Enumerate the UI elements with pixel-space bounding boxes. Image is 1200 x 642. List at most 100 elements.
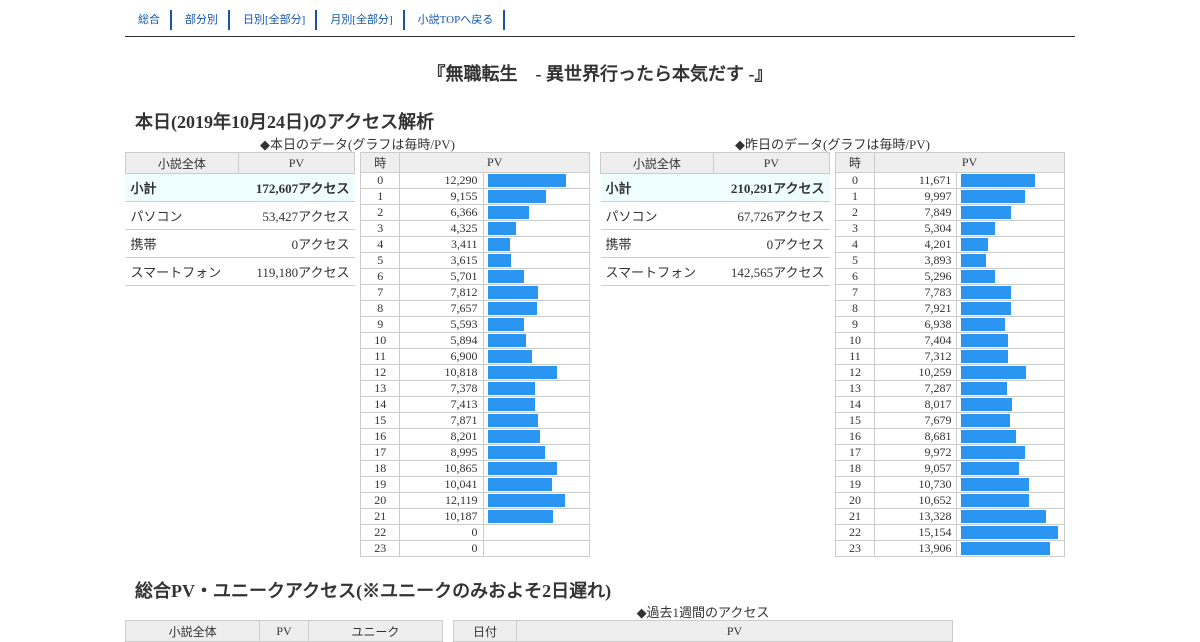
summary-value: 0アクセス bbox=[713, 229, 830, 258]
pv-cell: 10,259 bbox=[874, 364, 958, 381]
nav-link-overall[interactable]: 総合 bbox=[125, 10, 172, 30]
summary-header-novel: 小説全体 bbox=[125, 152, 239, 174]
yesterday-caption: ◆昨日のデータ(グラフは毎時/PV) bbox=[735, 137, 930, 152]
pv-cell: 5,894 bbox=[399, 332, 484, 349]
pv-cell: 13,906 bbox=[874, 540, 958, 557]
pv-bar bbox=[487, 254, 511, 267]
nav-link-daily[interactable]: 日別[全部分] bbox=[230, 10, 318, 30]
pv-cell: 9,155 bbox=[399, 188, 484, 205]
pv-bar-cell bbox=[482, 444, 591, 461]
hour-cell: 13 bbox=[359, 380, 401, 397]
table-row: 9 5,593 bbox=[359, 316, 591, 333]
pv-cell: 5,593 bbox=[399, 316, 484, 333]
nav-link-monthly[interactable]: 月別[全部分] bbox=[317, 10, 405, 30]
pv-bar bbox=[961, 222, 996, 235]
pv-bar bbox=[961, 366, 1027, 379]
pv-cell: 7,287 bbox=[874, 380, 958, 397]
pv-bar-cell bbox=[956, 316, 1065, 333]
pv-bar bbox=[487, 334, 526, 347]
pv-cell: 12,119 bbox=[399, 492, 484, 509]
total-header-novel: 小説全体 bbox=[124, 620, 261, 642]
pv-cell: 8,201 bbox=[399, 428, 484, 445]
table-row: 20 10,652 bbox=[834, 492, 1065, 509]
pv-cell: 6,938 bbox=[874, 316, 958, 333]
pv-bar bbox=[487, 302, 537, 315]
hour-cell: 20 bbox=[359, 492, 401, 509]
table-row: 16 8,201 bbox=[359, 428, 591, 445]
pv-bar bbox=[961, 350, 1009, 363]
nav-link-by-part[interactable]: 部分別 bbox=[172, 10, 230, 30]
pv-bar bbox=[487, 206, 529, 219]
pv-bar-cell bbox=[482, 268, 591, 285]
summary-value: 53,427アクセス bbox=[238, 201, 355, 230]
summary-value: 0アクセス bbox=[238, 229, 355, 258]
pv-bar-cell bbox=[482, 460, 591, 477]
hour-cell: 19 bbox=[834, 476, 876, 493]
table-row: 10 7,404 bbox=[834, 332, 1065, 349]
yesterday-summary-table: 小説全体 PV 小計 210,291アクセス パソコン 67,726アクセス 携… bbox=[600, 152, 831, 286]
week-caption: ◆過去1週間のアクセス bbox=[636, 605, 770, 620]
pv-cell: 13,328 bbox=[874, 508, 958, 525]
table-row: 4 3,411 bbox=[359, 236, 591, 253]
total-header-unique: ユニーク bbox=[307, 620, 444, 642]
pv-bar bbox=[961, 238, 989, 251]
pv-cell: 10,652 bbox=[874, 492, 958, 509]
hour-cell: 8 bbox=[834, 300, 876, 317]
pv-bar bbox=[961, 286, 1012, 299]
pv-bar-cell bbox=[956, 236, 1065, 253]
table-row: 19 10,041 bbox=[359, 476, 591, 493]
hour-cell: 3 bbox=[834, 220, 876, 237]
pv-bar-cell bbox=[956, 444, 1065, 461]
hour-cell: 9 bbox=[834, 316, 876, 333]
pv-bar-cell bbox=[482, 316, 591, 333]
summary-label: パソコン bbox=[600, 201, 714, 230]
pv-bar-cell bbox=[482, 364, 591, 381]
pv-bar bbox=[961, 206, 1012, 219]
summary-label: 携帯 bbox=[125, 229, 239, 258]
novel-title: 『無職転生 - 異世界行ったら本気だす -』 bbox=[427, 64, 773, 84]
hour-cell: 6 bbox=[834, 268, 876, 285]
pv-bar-cell bbox=[956, 284, 1065, 301]
hour-cell: 22 bbox=[834, 524, 876, 541]
hour-cell: 15 bbox=[359, 412, 401, 429]
pv-bar bbox=[961, 398, 1013, 411]
pv-cell: 6,366 bbox=[399, 204, 484, 221]
pv-cell: 5,701 bbox=[399, 268, 484, 285]
pv-bar-cell bbox=[482, 396, 591, 413]
pv-bar-cell bbox=[956, 220, 1065, 237]
pv-cell: 3,893 bbox=[874, 252, 958, 269]
hourly-header-pv: PV bbox=[874, 152, 1065, 173]
pv-cell: 4,325 bbox=[399, 220, 484, 237]
pv-bar-cell bbox=[482, 284, 591, 301]
nav-link-novel-top[interactable]: 小説TOPへ戻る bbox=[405, 10, 506, 30]
hour-cell: 15 bbox=[834, 412, 876, 429]
pv-bar-cell bbox=[482, 188, 591, 205]
week-header-date: 日付 bbox=[453, 620, 517, 642]
table-row: スマートフォン 142,565アクセス bbox=[600, 257, 830, 286]
table-row: 18 10,865 bbox=[359, 460, 591, 477]
pv-bar-cell bbox=[956, 524, 1065, 541]
hour-cell: 16 bbox=[359, 428, 401, 445]
table-row: 3 5,304 bbox=[834, 220, 1065, 237]
table-row: 小計 172,607アクセス bbox=[125, 173, 355, 202]
pv-bar bbox=[487, 398, 535, 411]
hour-cell: 6 bbox=[359, 268, 401, 285]
pv-cell: 7,849 bbox=[874, 204, 958, 221]
pv-bar-cell bbox=[482, 412, 591, 429]
table-row: 5 3,615 bbox=[359, 252, 591, 269]
pv-cell: 0 bbox=[399, 524, 484, 541]
pv-cell: 10,041 bbox=[399, 476, 484, 493]
table-row: 小計 210,291アクセス bbox=[600, 173, 830, 202]
pv-bar-cell bbox=[482, 236, 591, 253]
pv-bar-cell bbox=[482, 476, 591, 493]
pv-cell: 9,997 bbox=[874, 188, 958, 205]
table-row: 21 13,328 bbox=[834, 508, 1065, 525]
hour-cell: 1 bbox=[834, 188, 876, 205]
hour-cell: 0 bbox=[834, 172, 876, 189]
today-heading: 本日(2019年10月24日)のアクセス解析 bbox=[135, 112, 435, 132]
hour-cell: 10 bbox=[834, 332, 876, 349]
pv-cell: 7,378 bbox=[399, 380, 484, 397]
hour-cell: 1 bbox=[359, 188, 401, 205]
top-navigation: 総合 部分別 日別[全部分] 月別[全部分] 小説TOPへ戻る bbox=[125, 10, 1075, 37]
hour-cell: 2 bbox=[834, 204, 876, 221]
